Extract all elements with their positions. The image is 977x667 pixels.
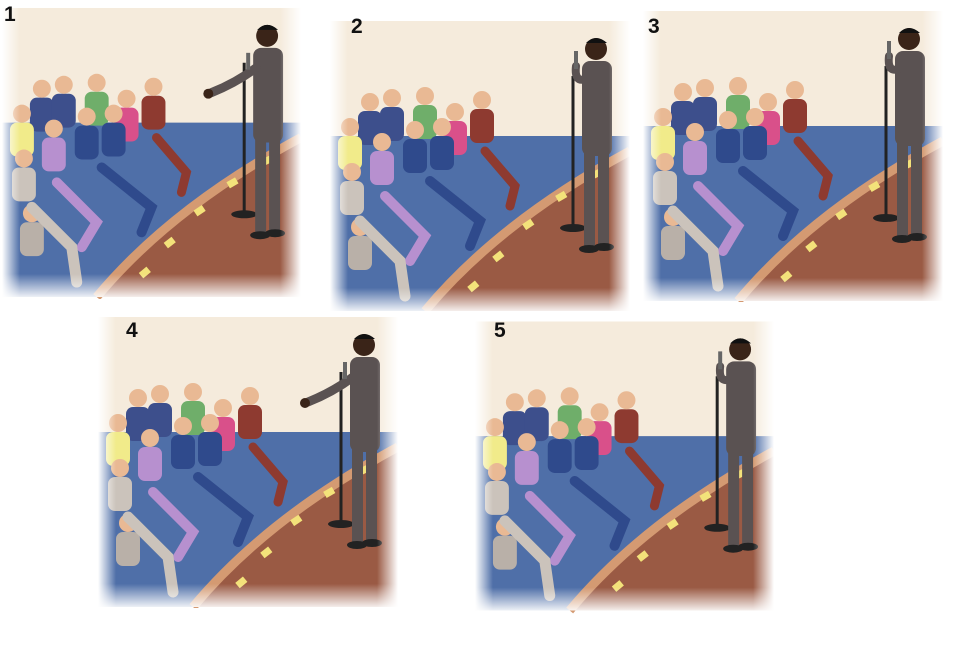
panel-2 [330, 21, 630, 311]
panel-5 [475, 316, 774, 616]
panel-number-2: 2 [351, 15, 363, 38]
panel-4 [98, 316, 398, 608]
panel-number-3: 3 [648, 15, 660, 38]
panel-3 [643, 10, 943, 302]
illustration-3 [643, 10, 943, 302]
panel-number-4: 4 [126, 319, 138, 342]
illustration-1 [2, 6, 301, 299]
illustration-2 [330, 21, 630, 311]
panel-number-5: 5 [494, 319, 506, 342]
illustration-4 [98, 316, 398, 608]
panel-number-1: 1 [4, 3, 16, 26]
panel-1 [2, 6, 301, 299]
illustration-5 [475, 316, 774, 616]
